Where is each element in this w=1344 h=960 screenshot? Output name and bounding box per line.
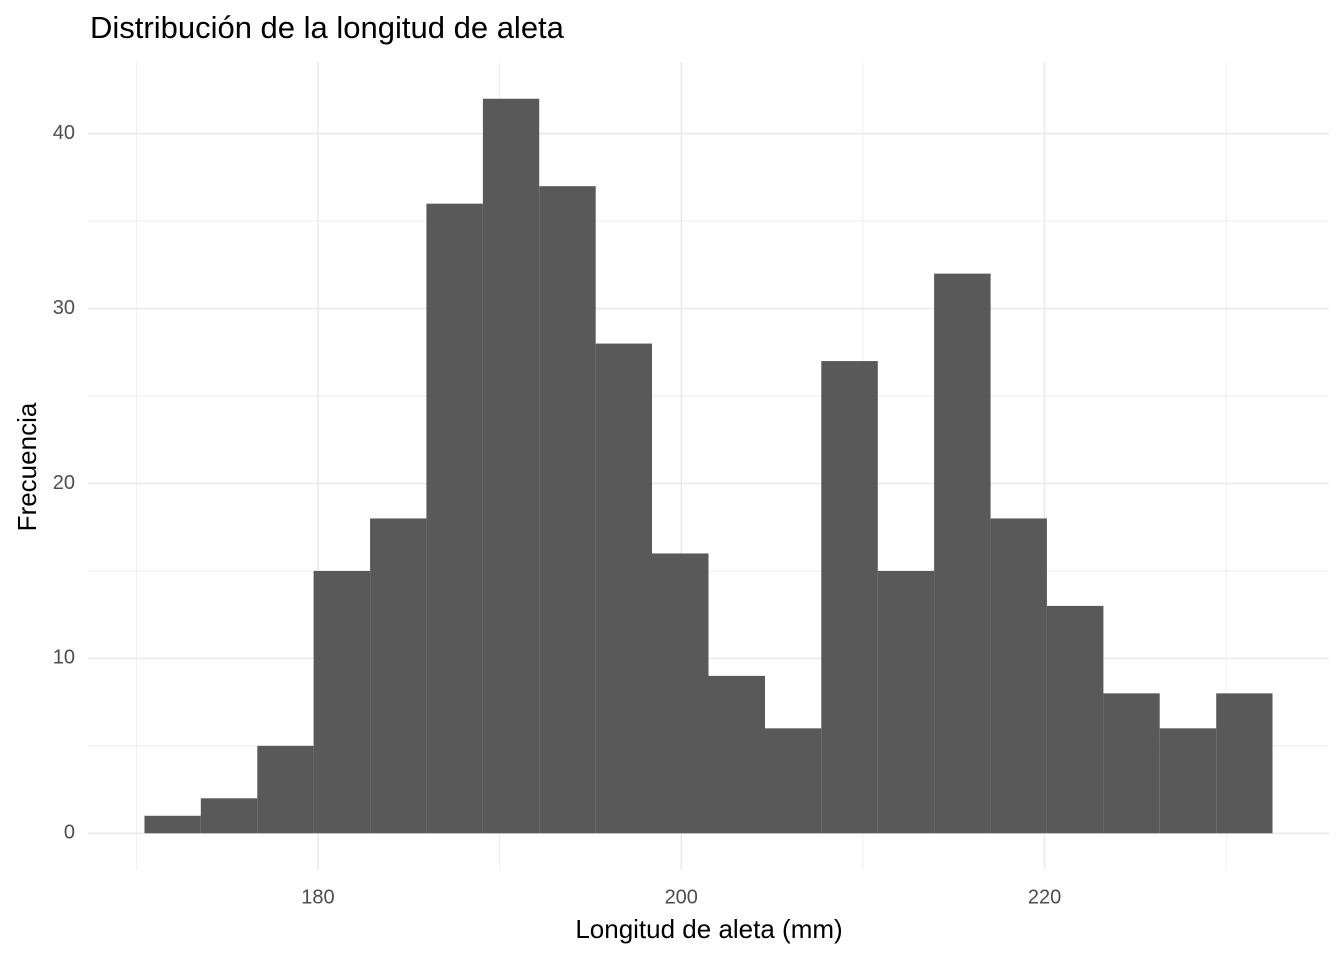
bar (821, 361, 878, 834)
x-tick-label: 200 (665, 886, 698, 908)
x-axis-title: Longitud de aleta (mm) (575, 914, 842, 944)
bar (144, 815, 201, 834)
y-tick-label: 0 (64, 822, 75, 844)
bar (1046, 605, 1104, 834)
y-tick-label: 20 (53, 472, 75, 494)
y-tick-label: 30 (53, 297, 75, 319)
bar (595, 343, 653, 834)
bar (426, 203, 483, 834)
bar (990, 518, 1047, 834)
bar (934, 273, 991, 834)
x-tick-label: 180 (301, 886, 334, 908)
y-tick-label: 40 (53, 122, 75, 144)
bar (877, 570, 935, 834)
bar (1159, 728, 1217, 834)
y-axis-title: Frecuencia (12, 402, 42, 531)
bar (1103, 693, 1160, 834)
y-tick-label: 10 (53, 647, 75, 669)
bar (313, 570, 371, 834)
bar (257, 745, 314, 834)
bar (652, 553, 709, 834)
bar (370, 518, 427, 834)
bar (764, 728, 822, 834)
chart-title: Distribución de la longitud de aleta (90, 10, 565, 45)
bar (708, 675, 765, 834)
x-tick-label: 220 (1028, 886, 1061, 908)
bar (200, 798, 258, 834)
bar (1216, 693, 1273, 834)
bar (482, 98, 540, 834)
bar (539, 186, 596, 834)
